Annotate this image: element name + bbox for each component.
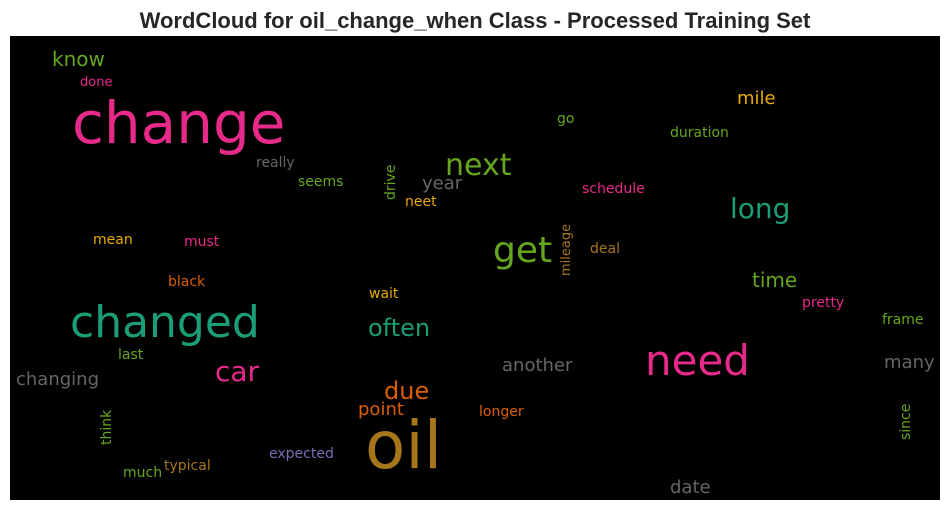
chart-title: WordCloud for oil_change_when Class - Pr… (140, 8, 811, 33)
word: wait (369, 286, 399, 302)
word: really (256, 155, 295, 171)
word: neet (405, 194, 437, 210)
word: car (215, 355, 260, 388)
word: think (99, 409, 115, 445)
word: point (358, 399, 404, 420)
word: black (168, 274, 206, 290)
word: seems (298, 174, 343, 190)
word: another (502, 355, 573, 376)
word: last (118, 347, 144, 363)
word: get (493, 230, 552, 271)
word: drive (383, 165, 399, 200)
word: time (752, 268, 797, 292)
word: due (384, 377, 429, 405)
word: since (898, 404, 914, 440)
word: typical (164, 458, 211, 474)
word: mileage (559, 224, 574, 276)
word: year (422, 173, 463, 194)
word: long (730, 192, 790, 225)
word: much (123, 465, 162, 481)
word: longer (479, 404, 524, 420)
word: expected (269, 446, 334, 462)
word: next (445, 148, 512, 183)
word: must (184, 234, 220, 250)
word: schedule (582, 181, 645, 197)
word: changed (70, 297, 260, 348)
word: mean (93, 232, 133, 248)
word: frame (882, 312, 924, 328)
word: often (368, 314, 430, 342)
word: go (557, 111, 574, 127)
cloud-background (10, 36, 940, 500)
word: changing (16, 369, 99, 390)
word: deal (590, 241, 620, 257)
word: done (80, 75, 112, 90)
word: duration (670, 125, 729, 141)
word: oil (365, 407, 442, 484)
word: date (670, 477, 711, 498)
word: mile (737, 88, 776, 109)
word: pretty (802, 295, 844, 311)
word: know (52, 47, 105, 71)
word: many (884, 352, 935, 373)
word: change (72, 89, 285, 157)
word: need (645, 336, 750, 385)
